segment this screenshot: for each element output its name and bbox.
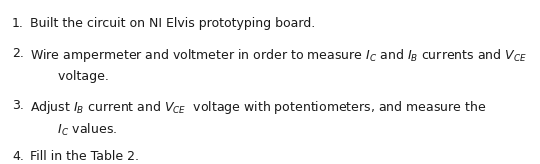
Text: $\mathit{I}_C$ values.: $\mathit{I}_C$ values.: [30, 122, 117, 138]
Text: 1.: 1.: [12, 17, 24, 30]
Text: Wire ampermeter and voltmeter in order to measure $\mathit{I}_C$ and $\mathit{I}: Wire ampermeter and voltmeter in order t…: [30, 47, 526, 64]
Text: Built the circuit on NI Elvis prototyping board.: Built the circuit on NI Elvis prototypin…: [30, 17, 315, 30]
Text: voltage.: voltage.: [30, 70, 109, 83]
Text: Fill in the Table 2.: Fill in the Table 2.: [30, 150, 139, 163]
Text: 2.: 2.: [12, 47, 24, 60]
Text: 4.: 4.: [12, 150, 24, 163]
Text: 3.: 3.: [12, 99, 24, 112]
Text: Adjust $\mathit{I}_B$ current and $\mathit{V}_{CE}$  voltage with potentiometers: Adjust $\mathit{I}_B$ current and $\math…: [30, 99, 486, 116]
